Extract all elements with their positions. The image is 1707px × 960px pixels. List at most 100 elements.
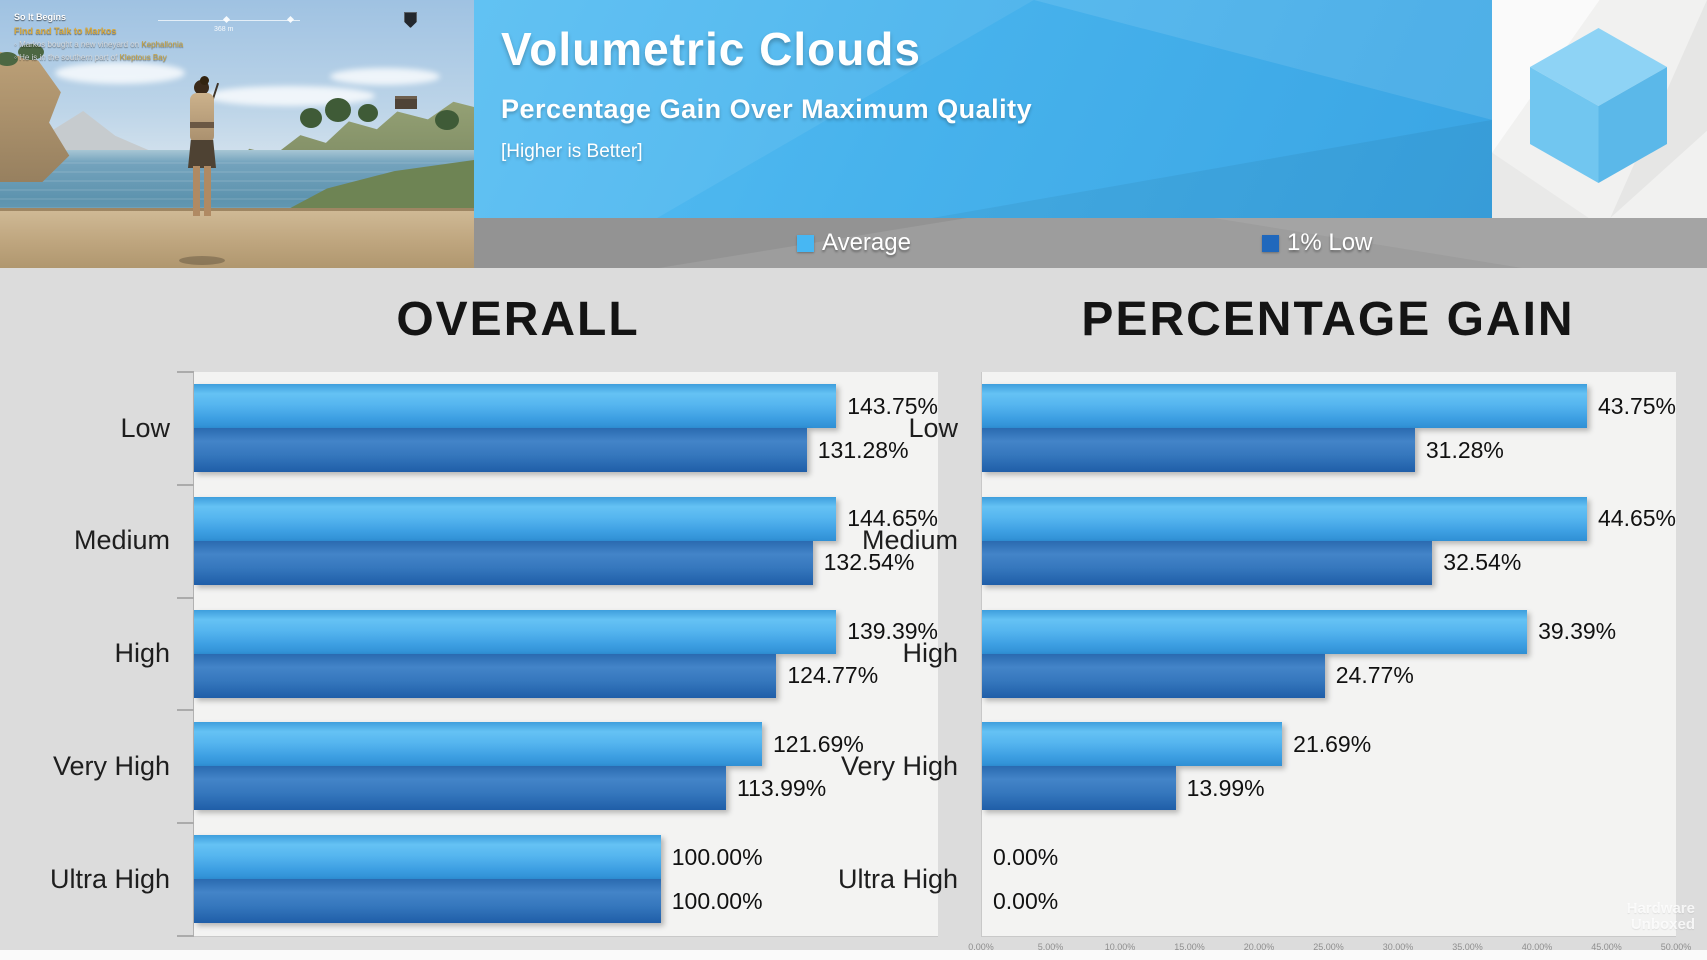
compass-marker-icon: [222, 15, 231, 24]
character-leg: [204, 166, 211, 216]
level-shield-icon: [404, 12, 417, 28]
axis-tick-label: 5.00%: [1037, 942, 1064, 952]
bar-value-label: 100.00%: [671, 843, 763, 870]
bar-group: Very High 21.69% 13.99%: [841, 710, 1676, 823]
hardware-unboxed-cube-logo: [1530, 28, 1667, 183]
axis-tick-label: 25.00%: [1313, 942, 1344, 952]
bar-1pct-low: [194, 428, 807, 472]
axis-tick-label: 45.00%: [1591, 942, 1622, 952]
bar-line: 0.00%: [982, 879, 1676, 923]
quest-tracker: So It Begins Find and Talk to Markos ◦ M…: [14, 13, 183, 62]
header-banner: Volumetric Clouds Percentage Gain Over M…: [474, 0, 1492, 218]
shrub: [18, 44, 44, 60]
one-percent-low-swatch-icon: [1262, 234, 1279, 252]
bar-group: Medium 144.65% 132.54%: [74, 485, 938, 598]
category-label: High: [114, 638, 170, 669]
bar-value-label: 13.99%: [1186, 774, 1265, 801]
logo-panel: [1492, 0, 1707, 218]
hilltop-building: [395, 96, 417, 109]
legend-label: Average: [822, 229, 911, 256]
legend-bar: Average 1% Low: [474, 218, 1707, 268]
axis-tick-label: 50.00%: [1660, 942, 1692, 952]
axis-tick-label: 35.00%: [1452, 942, 1483, 952]
bar-1pct-low: [982, 766, 1176, 811]
chart-overall: OVERALL Low 143.75% 131.28% Medium 144.65% 13…: [0, 268, 960, 950]
bar-value-label: 143.75%: [847, 392, 938, 419]
character-shadow: [179, 256, 225, 265]
x-axis: 0.00% 5.00% 10.00% 15.00% 20.00% 25.00% 30.00%…: [968, 942, 1691, 958]
bar-average: [194, 722, 762, 767]
bar-value-label: 32.54%: [1443, 549, 1522, 576]
bar-group: Ultra High 100.00% 100.00%: [50, 823, 938, 936]
plot-area: Low 43.75% 31.28% Medium 44.65% 32.54% High 39.…: [838, 372, 1676, 937]
plot-area: Low 143.75% 131.28% Medium 144.65% 132.54% Hig…: [50, 371, 938, 937]
category-label: Medium: [73, 525, 170, 556]
bar-value-label: 39.39%: [1538, 618, 1617, 645]
chart-percentage-gain: PERCENTAGE GAIN Low 43.75% 31.28% Medium 44.…: [838, 268, 1707, 952]
cloud-shape: [330, 68, 440, 85]
category-label: Ultra High: [49, 863, 170, 894]
bar-value-label: 0.00%: [993, 887, 1059, 914]
bar-value-label: 44.65%: [1597, 505, 1676, 532]
page-subtitle: Percentage Gain Over Maximum Quality: [501, 94, 1033, 124]
bar-line: 43.75%: [982, 384, 1676, 428]
bar-1pct-low: [982, 653, 1325, 698]
bar-value-label: 124.77%: [787, 662, 879, 689]
legend-item-average: Average: [797, 218, 911, 268]
character-hair: [200, 76, 209, 85]
bar-value-label: 131.28%: [817, 436, 909, 463]
bar-value-label: 113.99%: [737, 774, 827, 801]
bar-line: 44.65%: [982, 496, 1676, 541]
game-screenshot: So It Begins Find and Talk to Markos ◦ M…: [0, 0, 474, 268]
character-belt: [190, 122, 214, 128]
bar-line: 24.77%: [982, 653, 1676, 698]
character-leg: [193, 166, 200, 216]
bar-line: 100.00%: [194, 835, 938, 880]
watermark-line: Hardware: [1626, 900, 1695, 917]
watermark: Hardware Unboxed: [1627, 901, 1695, 933]
category-label: Very High: [840, 750, 958, 781]
bar-average: [982, 722, 1283, 767]
higher-is-better-note: [Higher is Better]: [501, 141, 643, 162]
axis-tick: [177, 709, 194, 712]
bar-1pct-low: [194, 766, 727, 811]
chart-title: PERCENTAGE GAIN: [1081, 293, 1575, 346]
bar-line: 121.69%: [194, 722, 938, 767]
shrub: [0, 52, 18, 66]
bar-average: [194, 384, 837, 428]
character-skirt: [188, 140, 216, 168]
average-swatch-icon: [797, 234, 814, 252]
axis-tick-label: 20.00%: [1243, 942, 1275, 952]
bar-1pct-low: [982, 428, 1415, 472]
chart-title: OVERALL: [396, 293, 640, 346]
bar-line: 100.00%: [194, 879, 938, 924]
bar-average: [194, 835, 661, 880]
bar-line: 131.28%: [194, 428, 938, 472]
bar-value-label: 121.69%: [772, 730, 864, 757]
axis-tick-label: 10.00%: [1104, 942, 1136, 952]
bar-group: Very High 121.69% 113.99%: [53, 710, 938, 823]
bar-1pct-low: [194, 653, 777, 698]
bar-value-label: 21.69%: [1293, 730, 1372, 757]
bar-average: [194, 496, 837, 541]
bar-value-label: 144.65%: [847, 505, 938, 532]
bar-group: High 39.39% 24.77%: [902, 598, 1676, 711]
quest-hint: ◦ He is in the southern part of Kleptous…: [14, 53, 167, 62]
category-label: Low: [120, 412, 170, 443]
bar-average: [982, 609, 1528, 654]
bar-line: 39.39%: [982, 609, 1676, 654]
legend-label: 1% Low: [1287, 229, 1373, 256]
axis-tick: [177, 596, 194, 599]
bar-line: 143.75%: [194, 384, 938, 428]
quest-hint-text: He is in the southern part of: [19, 53, 120, 62]
bar-1pct-low: [194, 879, 661, 924]
character-torso: [190, 93, 214, 143]
bar-line: 21.69%: [982, 722, 1676, 767]
category-label: Medium: [861, 525, 958, 556]
bar-line: 132.54%: [194, 540, 938, 585]
axis-tick-label: 30.00%: [1382, 942, 1414, 952]
quest-hint-location: Kleptous Bay: [119, 53, 167, 62]
bar-value-label: 31.28%: [1425, 436, 1504, 463]
axis-tick-label: 0.00%: [968, 942, 994, 952]
quest-hint-location: Kephallonia: [141, 40, 184, 49]
